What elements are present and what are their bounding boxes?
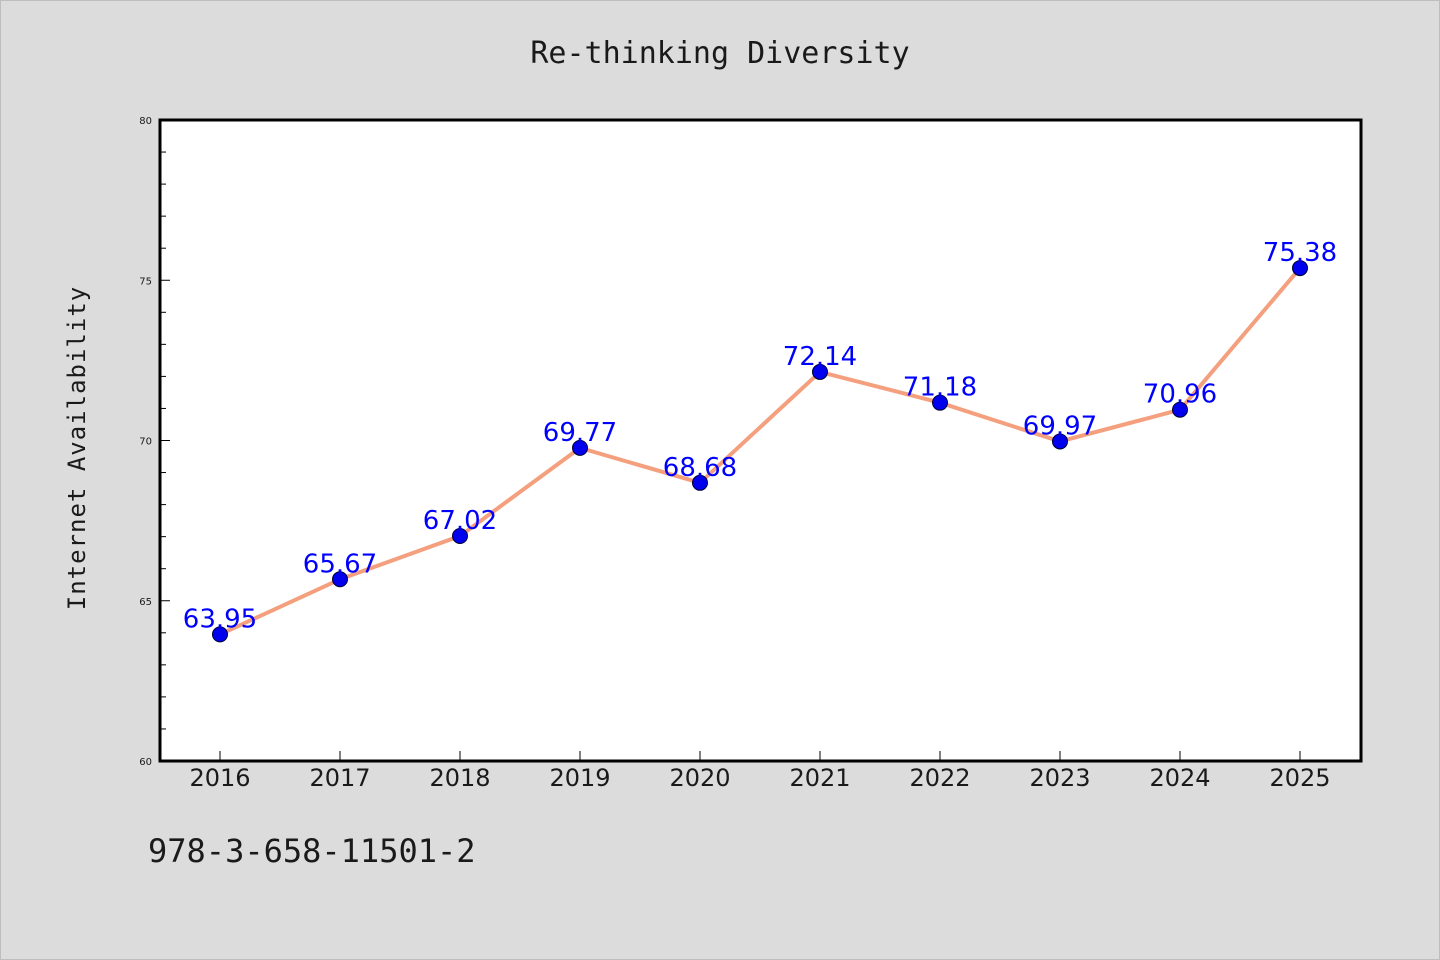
- data-point-marker: [812, 363, 828, 380]
- data-point-marker: [932, 394, 948, 411]
- x-tick-label: 2023: [1029, 764, 1090, 792]
- y-tick-label: 70: [139, 437, 152, 448]
- x-tick-label: 2019: [549, 764, 610, 792]
- data-label: 69.97: [1023, 411, 1097, 441]
- series-group: 63.95 65.67 67.02 69.77 68.68 72.14 71.18 69.97…: [183, 238, 1337, 643]
- data-label: 71.18: [903, 373, 977, 403]
- x-axis: 2016 2017 2018 2019 2020 2021 2022 2023 2024 2025: [189, 751, 1331, 792]
- plot-area: [158, 118, 1363, 763]
- data-label: 70.96: [1143, 380, 1217, 410]
- x-tick-label: 2018: [429, 764, 490, 792]
- data-point-marker: [1172, 401, 1188, 418]
- data-point-marker: [1052, 433, 1068, 450]
- data-point-marker: [212, 626, 228, 643]
- x-tick-label: 2020: [669, 764, 730, 792]
- x-tick-label: 2024: [1149, 764, 1210, 792]
- x-tick-label: 2021: [789, 764, 850, 792]
- x-tick-label: 2022: [909, 764, 970, 792]
- data-label: 69.77: [543, 418, 617, 448]
- y-tick-label: 65: [139, 597, 152, 608]
- data-label: 72.14: [783, 342, 857, 372]
- data-point-marker: [332, 571, 348, 588]
- data-point-marker: [452, 528, 468, 545]
- data-label: 75.38: [1263, 238, 1337, 268]
- isbn-footer: 978-3-658-11501-2: [148, 832, 476, 870]
- data-label: 63.95: [183, 604, 257, 634]
- y-tick-label: 80: [139, 116, 152, 127]
- series-line: [219, 266, 1302, 637]
- x-tick-label: 2025: [1269, 764, 1330, 792]
- data-point-marker: [1292, 260, 1308, 277]
- data-label: 65.67: [303, 549, 377, 579]
- data-label: 68.68: [663, 453, 737, 483]
- x-tick-label: 2017: [309, 764, 370, 792]
- y-axis: 60 65 70 75 80: [139, 116, 170, 768]
- x-tick-label: 2016: [189, 764, 250, 792]
- y-tick-label: 75: [139, 276, 152, 287]
- data-point-marker: [572, 439, 588, 456]
- data-label: 67.02: [423, 506, 497, 536]
- data-point-marker: [692, 474, 708, 491]
- y-axis-label: Internet Availability: [63, 286, 91, 610]
- y-tick-label: 60: [139, 757, 152, 768]
- chart-title: Re-thinking Diversity: [530, 36, 909, 71]
